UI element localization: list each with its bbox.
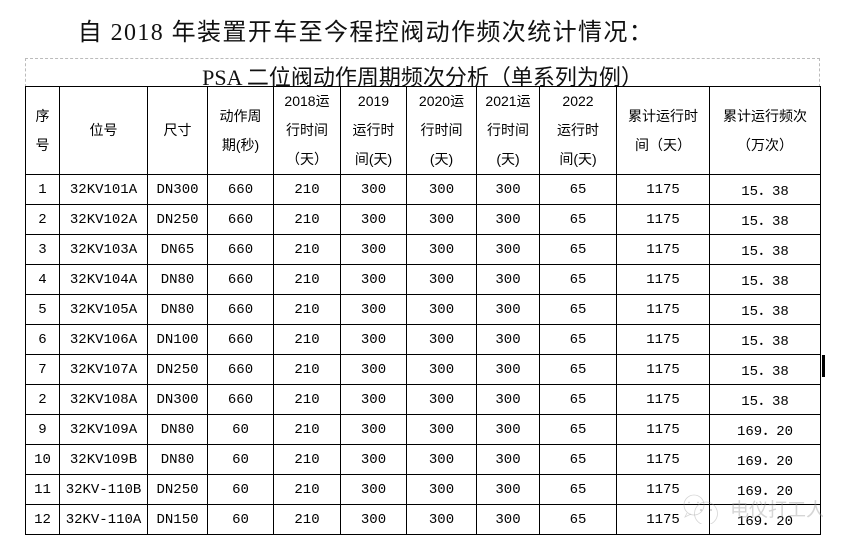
svg-text:电仪打工人: 电仪打工人 bbox=[730, 499, 823, 521]
